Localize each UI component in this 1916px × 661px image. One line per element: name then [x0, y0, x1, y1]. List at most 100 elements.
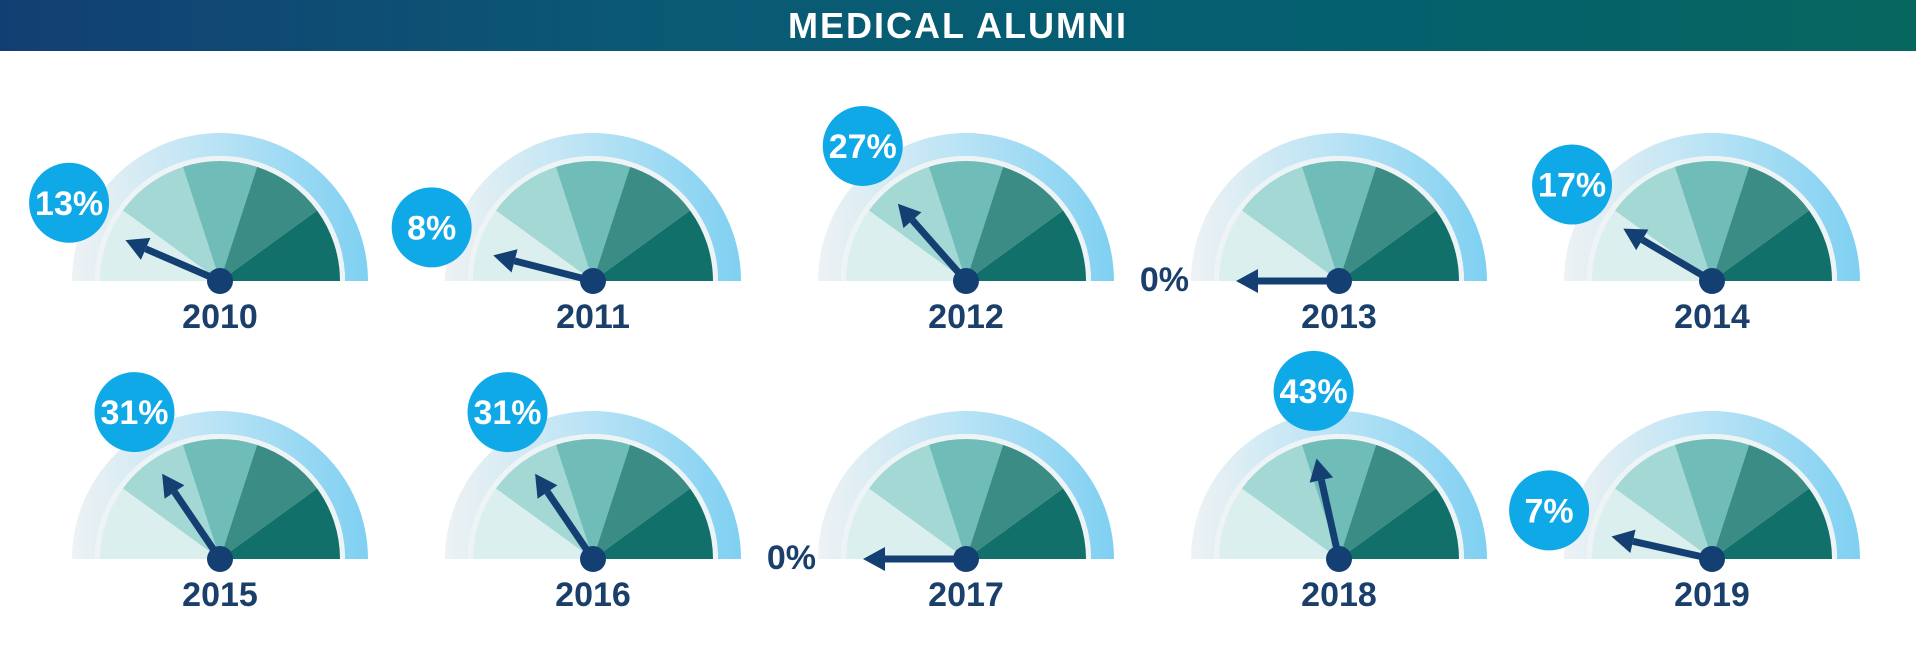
value-bubble — [1532, 144, 1613, 225]
gauge-segment-3 — [928, 438, 1004, 559]
gauge-segment-4 — [593, 444, 691, 559]
gauge-rim — [818, 411, 1114, 559]
gauge-rim — [445, 133, 741, 281]
gauge-year-label: 2019 — [1674, 576, 1750, 614]
gauge-needle-head — [1236, 269, 1258, 293]
gauge-segment-5 — [966, 210, 1086, 281]
gauge-value-label: 43% — [1280, 373, 1348, 411]
gauge-segment-2 — [1241, 444, 1339, 559]
gauge-needle — [909, 217, 969, 284]
gauge-segment-3 — [182, 160, 258, 281]
gauge-year-label: 2018 — [1301, 576, 1377, 614]
gauge-segment-2 — [868, 444, 966, 559]
gauge-segment-2 — [122, 444, 220, 559]
title-bar: MEDICAL ALUMNI — [0, 0, 1916, 51]
gauge-needle — [144, 245, 222, 285]
gauge-segment-3 — [928, 160, 1004, 281]
gauge-year-label: 2011 — [556, 298, 630, 336]
chart-title: MEDICAL ALUMNI — [788, 5, 1128, 46]
gauge-2019: 7% 2019 — [1509, 411, 1860, 614]
gauge-value-label: 31% — [100, 394, 168, 432]
gauge-segment-5 — [1339, 210, 1459, 281]
gauge-segment-3 — [182, 438, 258, 559]
gauge-segment-4 — [593, 166, 691, 281]
gauge-2015: 31% 2015 — [72, 372, 368, 614]
gauge-value-label: 17% — [1538, 166, 1606, 204]
gauge-value-label: 13% — [35, 185, 103, 223]
gauge-segment-4 — [220, 444, 318, 559]
gauge-year-label: 2013 — [1301, 298, 1377, 336]
gauge-needle-head — [863, 547, 885, 571]
gauge-segment-1 — [100, 210, 220, 281]
gauge-needle — [1317, 479, 1343, 560]
gauge-2018: 43% 2018 — [1191, 350, 1487, 614]
gauge-segment-2 — [1614, 166, 1712, 281]
gauge-needle-head — [1623, 228, 1649, 251]
gauge-year-label: 2015 — [182, 576, 258, 614]
gauge-year-label: 2014 — [1674, 298, 1750, 336]
gauge-segment-5 — [1712, 488, 1832, 559]
gauge-segment-3 — [555, 160, 631, 281]
gauge-segment-5 — [966, 488, 1086, 559]
gauge-needle — [1640, 236, 1714, 285]
gauge-segment-1 — [473, 488, 593, 559]
gauge-value-label: 31% — [473, 394, 541, 432]
gauge-segment-4 — [220, 166, 318, 281]
gauge-2010: 13% 2010 — [29, 133, 368, 336]
gauge-year-label: 2010 — [182, 298, 258, 336]
gauge-segment-4 — [1339, 444, 1437, 559]
gauge-segment-2 — [495, 444, 593, 559]
gauge-segment-5 — [1712, 210, 1832, 281]
gauge-hub — [207, 546, 233, 572]
gauge-hub — [1699, 546, 1725, 572]
gauge-year-label: 2012 — [928, 298, 1004, 336]
gauge-segment-1 — [1219, 488, 1339, 559]
gauge-year-label: 2017 — [928, 576, 1004, 614]
gauge-hub — [207, 268, 233, 294]
gauge-value-label: 27% — [829, 128, 897, 166]
gauge-needle — [1632, 537, 1713, 563]
value-bubble — [29, 162, 110, 243]
gauge-2016: 31% 2016 — [445, 372, 741, 614]
gauge-segment-4 — [1712, 444, 1810, 559]
gauge-rim — [1191, 133, 1487, 281]
gauge-value-label: 0% — [767, 539, 816, 577]
value-bubble — [391, 187, 472, 268]
gauge-segment-1 — [100, 488, 220, 559]
gauge-segment-2 — [1241, 166, 1339, 281]
value-bubble — [822, 105, 903, 186]
gauge-needle-head — [493, 249, 518, 273]
gauge-segment-1 — [1219, 210, 1339, 281]
gauge-rim — [1564, 411, 1860, 559]
gauge-segment-1 — [846, 210, 966, 281]
value-bubble — [1509, 470, 1590, 551]
gauge-2011: 8% 2011 — [391, 133, 741, 336]
gauge-needle — [513, 257, 594, 285]
gauge-segment-4 — [1712, 166, 1810, 281]
gauge-segment-2 — [1614, 444, 1712, 559]
gauge-hub — [1326, 546, 1352, 572]
gauge-2017: 0% 2017 — [767, 411, 1114, 614]
gauge-hub — [580, 268, 606, 294]
gauge-segment-1 — [846, 488, 966, 559]
gauge-segment-5 — [593, 488, 713, 559]
gauge-rim — [1564, 133, 1860, 281]
gauge-2014: 17% 2014 — [1532, 133, 1860, 336]
gauge-2012: 27% 2012 — [818, 105, 1114, 336]
gauge-2013: 0% 2013 — [1140, 133, 1487, 336]
gauge-segment-5 — [220, 210, 340, 281]
gauge-hub — [1699, 268, 1725, 294]
gauge-segment-2 — [122, 166, 220, 281]
gauge-segment-4 — [966, 444, 1064, 559]
gauge-needle-head — [162, 473, 185, 499]
gauge-segment-2 — [495, 166, 593, 281]
gauge-segment-4 — [966, 166, 1064, 281]
gauge-segment-5 — [220, 488, 340, 559]
gauge-needle-head — [535, 473, 558, 499]
value-bubble — [467, 372, 548, 453]
value-bubble — [1273, 350, 1354, 431]
gauge-rim — [72, 133, 368, 281]
gauge-segment-3 — [1674, 160, 1750, 281]
gauge-segment-4 — [1339, 166, 1437, 281]
gauge-segment-3 — [1674, 438, 1750, 559]
